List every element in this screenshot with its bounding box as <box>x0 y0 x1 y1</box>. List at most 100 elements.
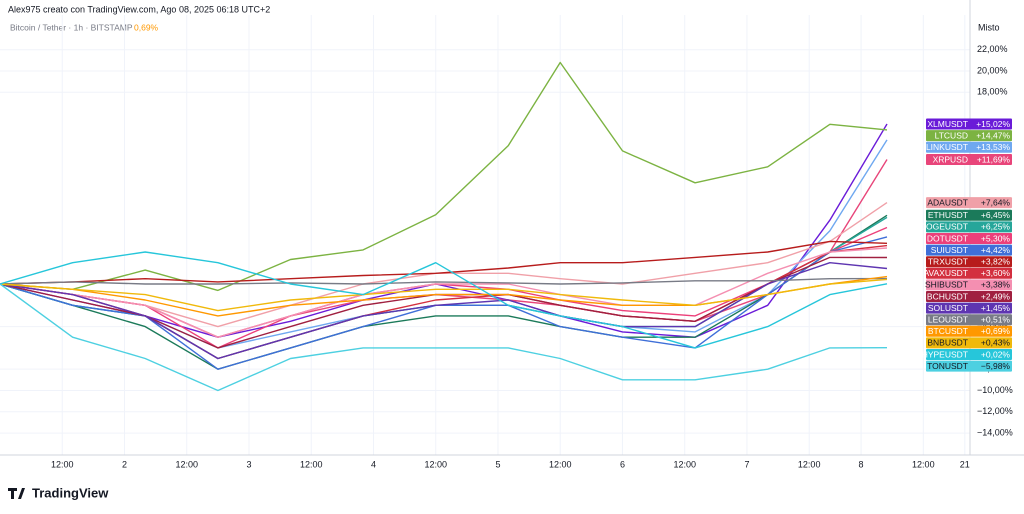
legend-entry: TRXUSDT <box>928 256 968 266</box>
legend-entry: LEOUSDT <box>928 314 968 324</box>
label-box <box>926 279 1012 291</box>
label-box <box>926 349 1012 361</box>
legend-entry: TONUSDT <box>927 361 968 371</box>
value-label: +0,51% <box>981 314 1011 324</box>
value-label: +6,25% <box>981 222 1011 232</box>
last-value-label: SUIUSDT +4,42% <box>926 244 1012 256</box>
label-box <box>926 325 1012 337</box>
x-tick-label: 12:00 <box>673 459 696 469</box>
series-line <box>0 123 888 338</box>
legend-entry: XLMUSDT <box>927 119 968 129</box>
last-value-label: TRXUSDT +3,82% <box>926 256 1012 268</box>
y-tick-label: −14,00% <box>977 427 1013 437</box>
series-line <box>0 283 888 392</box>
legend-entry: HYPEUSDT <box>922 349 968 359</box>
label-box <box>926 118 1012 130</box>
y-tick-label: 18,00% <box>977 87 1008 97</box>
x-tick-label: 7 <box>744 459 749 469</box>
last-value-label: LEOUSDT +0,51% <box>926 314 1012 326</box>
y-tick-label: −10,00% <box>977 385 1013 395</box>
label-box <box>926 154 1012 166</box>
legend-entry: LINKUSDT <box>926 142 968 152</box>
legend-entry: SOLUSDT <box>928 303 968 313</box>
x-tick-label: 12:00 <box>912 459 935 469</box>
value-label: +7,64% <box>981 197 1011 207</box>
value-label: +0,43% <box>981 338 1011 348</box>
series-line <box>0 262 888 360</box>
label-box <box>926 302 1012 314</box>
x-tick-label: 12:00 <box>549 459 572 469</box>
legend-entry: BCHUSDT <box>927 291 968 301</box>
last-value-label: TONUSDT −5,98% <box>926 360 1012 372</box>
last-value-label: BTCUSDT +0,69% <box>926 325 1012 337</box>
last-value-label: DOTUSDT +5,30% <box>926 233 1012 245</box>
last-value-label: HYPEUSDT +0,02% <box>922 349 1012 361</box>
x-tick-label: 12:00 <box>424 459 447 469</box>
value-label: +3,38% <box>981 280 1011 290</box>
value-label: +15,02% <box>976 119 1010 129</box>
last-value-label: LTCUSD +14,47% <box>926 130 1012 142</box>
chart-subtitle: Alex975 creato con TradingView.com, Ago … <box>8 4 270 14</box>
value-label: +0,02% <box>981 349 1011 359</box>
label-box <box>926 291 1012 303</box>
x-tick-label: 12:00 <box>300 459 323 469</box>
series-line <box>0 236 888 370</box>
series-line <box>0 202 888 328</box>
legend-entry: AVAXUSDT <box>923 268 968 278</box>
value-label: +14,47% <box>976 130 1010 140</box>
last-value-label: ETHUSDT +6,45% <box>926 209 1012 221</box>
legend-entry: BTCUSDT <box>928 326 968 336</box>
label-box <box>926 244 1012 256</box>
x-tick-label: 12:00 <box>798 459 821 469</box>
value-label: +4,42% <box>981 245 1011 255</box>
last-value-label: XRPUSD +11,69% <box>926 154 1012 166</box>
label-box <box>926 337 1012 349</box>
grid <box>0 15 970 455</box>
brand: TradingView <box>32 485 109 500</box>
value-label: +13,53% <box>976 142 1010 152</box>
y-tick-label: 22,00% <box>977 44 1008 54</box>
value-label: +0,69% <box>981 326 1011 336</box>
value-label: +5,30% <box>981 233 1011 243</box>
last-value-label: AVAXUSDT +3,60% <box>923 267 1012 279</box>
x-tick-label: 12:00 <box>51 459 74 469</box>
value-label: +1,45% <box>981 303 1011 313</box>
symbol-change: 0,69% <box>134 22 159 32</box>
legend-entry: XRPUSD <box>933 154 968 164</box>
legend-entry: SHIBUSDT <box>925 280 968 290</box>
label-box <box>926 141 1012 153</box>
y-tick-label: 20,00% <box>977 65 1008 75</box>
series-line <box>0 159 888 338</box>
series-line <box>0 277 888 285</box>
value-label: +6,45% <box>981 210 1011 220</box>
label-box <box>926 233 1012 245</box>
last-value-label: LINKUSDT +13,53% <box>926 141 1012 153</box>
chart-title: Bitcoin / Tether · 1h · BITSTAMP <box>10 22 133 32</box>
last-value-label: ADAUSDT +7,64% <box>926 197 1012 209</box>
label-box <box>926 221 1012 233</box>
legend-entry: SUIUSDT <box>931 245 968 255</box>
label-box <box>926 314 1012 326</box>
legend-entry: BNBUSDT <box>927 338 968 348</box>
value-label: +11,69% <box>977 154 1011 164</box>
last-value-label: DOGEUSDT +6,25% <box>920 221 1012 233</box>
brand-logo: TradingView <box>8 485 109 500</box>
x-tick-label: 2 <box>122 459 127 469</box>
last-value-label: SHIBUSDT +3,38% <box>925 279 1012 291</box>
series-line <box>0 61 888 292</box>
label-box <box>926 360 1012 372</box>
series-line <box>0 139 888 349</box>
legend-entry: ADAUSDT <box>927 197 968 207</box>
value-label: +3,82% <box>981 256 1011 266</box>
y-tick-label: −12,00% <box>977 406 1013 416</box>
series-line <box>0 226 888 349</box>
label-box <box>926 197 1012 209</box>
x-tick-label: 8 <box>859 459 864 469</box>
series-line <box>0 216 888 360</box>
value-label: +2,49% <box>981 291 1011 301</box>
x-tick-label: 3 <box>246 459 251 469</box>
series-line <box>0 240 888 285</box>
x-tick-label: 21 <box>960 459 970 469</box>
label-box <box>926 267 1012 279</box>
